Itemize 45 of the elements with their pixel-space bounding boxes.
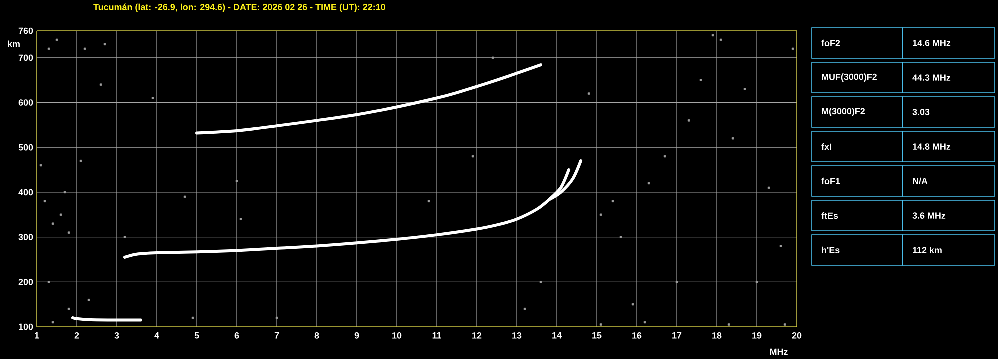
- text: ftEs: [822, 212, 838, 220]
- x-tick-label: 11: [432, 332, 442, 339]
- text: M(3000)F2: [822, 108, 866, 116]
- x-tick-label: 10: [392, 332, 402, 339]
- y-axis-title: km: [8, 40, 20, 48]
- x-tick-label: 19: [752, 332, 762, 339]
- text: foF1: [822, 178, 840, 184]
- y-tick-label: 760: [18, 28, 34, 34]
- text: h'Es: [822, 246, 840, 254]
- text: 3.6 MHz: [912, 212, 946, 219]
- text: 44.3 MHz: [912, 74, 951, 81]
- x-tick-label: 20: [792, 332, 802, 339]
- x-tick-label: 17: [672, 332, 682, 339]
- x-tick-label: 14: [552, 332, 562, 339]
- x-tick-label: 2: [74, 332, 80, 339]
- text: 14.8 MHz: [913, 144, 951, 150]
- text: fxI: [822, 144, 832, 150]
- y-tick-label: 600: [18, 100, 34, 106]
- x-axis-title: MHz: [770, 348, 788, 356]
- x-tick-label: 3: [114, 332, 120, 339]
- chart-title: Tucumán (lat: -26.9, lon: 294.6) - DATE: 2026 02 26 - TIME (UT): 22:10: [94, 4, 386, 12]
- x-tick-label: 6: [234, 332, 240, 339]
- x-tick-label: 15: [592, 332, 602, 339]
- x-tick-label: 16: [632, 332, 642, 339]
- x-tick-label: 12: [472, 332, 482, 339]
- y-tick-label: 500: [18, 144, 34, 151]
- x-tick-label: 8: [314, 332, 320, 339]
- y-tick-label: 200: [18, 278, 34, 286]
- y-tick-label: 300: [18, 234, 34, 240]
- x-tick-label: 4: [154, 332, 160, 339]
- text: MUF(3000)F2: [822, 74, 877, 82]
- text: N/A: [913, 178, 928, 185]
- y-tick-label: 700: [18, 54, 34, 62]
- text: foF2: [822, 40, 840, 46]
- text: 3.03: [912, 109, 930, 116]
- x-tick-label: 7: [274, 332, 280, 339]
- text: 112 km: [913, 246, 942, 254]
- text: 14.6 MHz: [913, 40, 951, 46]
- y-tick-label: 400: [18, 189, 34, 196]
- x-tick-label: 9: [354, 332, 360, 339]
- x-tick-label: 13: [512, 332, 522, 339]
- y-tick-label: 100: [19, 324, 34, 330]
- x-tick-label: 1: [35, 332, 40, 339]
- x-tick-label: 18: [712, 332, 722, 339]
- x-tick-label: 5: [194, 332, 200, 339]
